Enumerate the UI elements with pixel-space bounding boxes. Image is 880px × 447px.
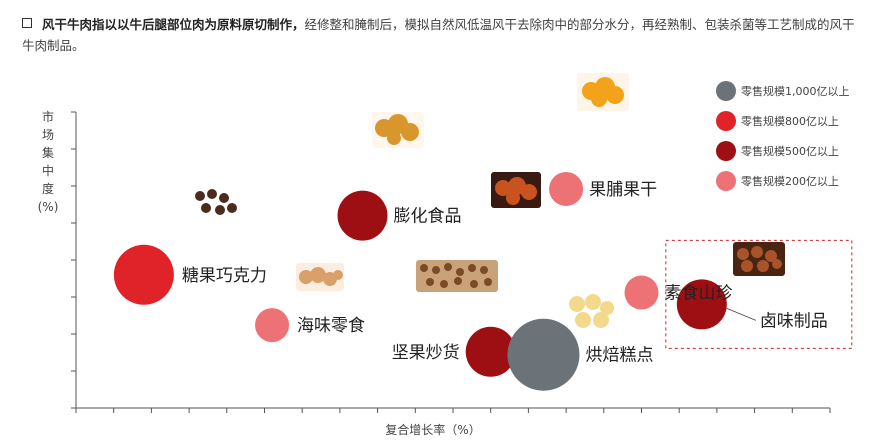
dried-fruit-photo: [577, 73, 629, 111]
svg-text:(%): (%): [38, 200, 59, 214]
food-photos: [190, 73, 785, 330]
bubble-label: 海味零食: [297, 316, 365, 336]
nuts-photo: [416, 260, 498, 292]
bubble-label: 卤味制品: [760, 311, 828, 331]
legend-swatch: [716, 141, 736, 161]
svg-text:中: 中: [42, 163, 54, 178]
legend: 零售规模1,000亿以上零售规模800亿以上零售规模500亿以上零售规模200亿…: [716, 81, 850, 191]
bubbles: [113, 171, 853, 391]
legend-swatch: [716, 171, 736, 191]
highlight-box: [665, 239, 853, 349]
intro-text: 经修整和腌制后，模拟自然风低温风干去除肉中的部分水分，再经熟制、包装杀菌等工艺制…: [22, 17, 855, 53]
mushroom-snack-photo: [491, 172, 541, 208]
pastry-photo: [563, 292, 615, 330]
chocolate-photo: [190, 186, 240, 220]
legend-swatch: [716, 81, 736, 101]
legend-item: 零售规模1,000亿以上: [716, 81, 850, 101]
bubble-label: 糖果巧克力: [182, 266, 267, 286]
legend-swatch: [716, 111, 736, 131]
svg-text:市: 市: [42, 109, 54, 124]
intro-paragraph: 风干牛肉指以以牛后腿部位肉为原料原切制作，经修整和腌制后，模拟自然风低温风干去除…: [22, 14, 867, 56]
svg-text:场: 场: [42, 128, 54, 142]
svg-text:集: 集: [42, 145, 54, 160]
bubble: [624, 275, 659, 310]
bubble: [507, 318, 580, 391]
legend-item: 零售规模800亿以上: [716, 111, 839, 131]
bubble-label: 膨化食品: [394, 207, 462, 227]
legend-label: 零售规模200亿以上: [741, 174, 839, 188]
bubble: [113, 244, 174, 305]
legend-label: 零售规模1,000亿以上: [741, 84, 850, 98]
bubble-label: 素食山珍: [665, 284, 733, 304]
bubble-label: 坚果炒货: [392, 343, 460, 363]
checkbox-bullet-icon: [22, 18, 32, 28]
bubble: [465, 326, 516, 377]
bubble: [337, 190, 388, 241]
bubble-label: 果脯果干: [589, 180, 657, 200]
x-axis-title: 复合增长率（%）: [385, 422, 480, 437]
bubble: [676, 279, 727, 330]
svg-text:度: 度: [42, 181, 54, 196]
leader-line: [726, 308, 756, 321]
bubble-label: 烘焙糕点: [585, 346, 653, 366]
intro-bold-text: 风干牛肉指以以牛后腿部位肉为原料原切制作，: [42, 17, 305, 32]
bubble: [255, 308, 290, 343]
legend-label: 零售规模800亿以上: [741, 114, 839, 128]
legend-item: 零售规模500亿以上: [716, 141, 839, 161]
seafood-snack-photo: [296, 263, 344, 291]
legend-label: 零售规模500亿以上: [741, 144, 839, 158]
legend-item: 零售规模200亿以上: [716, 171, 839, 191]
bubble: [549, 171, 584, 206]
braised-meat-photo: [733, 242, 785, 276]
puffed-snack-photo: [372, 112, 424, 148]
